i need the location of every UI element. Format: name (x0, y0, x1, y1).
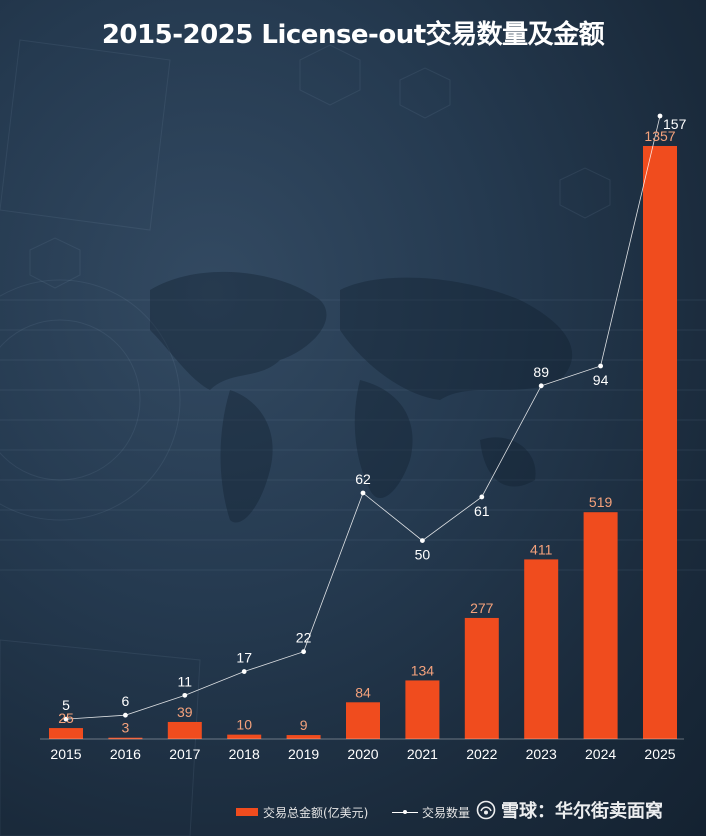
bar-2020 (346, 702, 380, 739)
x-tick-label-2016: 2016 (110, 746, 141, 762)
count-label-2016: 6 (122, 693, 130, 709)
legend-swatch-bar (236, 808, 258, 816)
x-tick-label-2023: 2023 (526, 746, 557, 762)
watermark-text: 雪球：华尔街卖面窝 (501, 801, 663, 822)
bar-2016 (108, 737, 143, 740)
count-label-2022: 61 (474, 503, 490, 519)
bar-label-2015: 25 (58, 710, 74, 726)
x-tick-label-2025: 2025 (644, 746, 675, 762)
count-label-2024: 94 (593, 372, 609, 388)
x-tick-label-2018: 2018 (229, 746, 260, 762)
count-point-2016 (123, 712, 128, 718)
bar-2018 (227, 734, 262, 739)
count-point-2018 (241, 669, 247, 674)
legend-item-count: 交易数量 (392, 803, 470, 821)
legend-item-amount: 交易总金额(亿美元) (236, 803, 368, 821)
bar-2022 (464, 617, 499, 739)
bar-2023 (524, 559, 559, 739)
bar-2024 (583, 512, 618, 739)
count-label-2025: 157 (663, 116, 687, 132)
bar-label-2017: 39 (177, 704, 193, 720)
x-tick-label-2022: 2022 (466, 746, 497, 762)
count-point-2023 (538, 383, 544, 389)
legend-swatch-line (392, 808, 418, 816)
bar-2019 (286, 735, 321, 739)
bar-label-2016: 3 (122, 720, 130, 736)
legend-label-count: 交易数量 (422, 805, 471, 820)
count-label-2020: 62 (355, 471, 371, 487)
count-point-2021 (420, 538, 425, 543)
bar-label-2020: 84 (355, 684, 371, 700)
bar-label-2025: 1357 (644, 128, 675, 144)
bar-label-2023: 411 (530, 541, 553, 557)
bar-2021 (405, 680, 440, 739)
snowball-logo-icon (476, 800, 496, 820)
bar-label-2018: 10 (236, 717, 252, 733)
bar-2017 (167, 721, 202, 739)
bar-label-2019: 9 (300, 717, 308, 733)
x-tick-label-2024: 2024 (585, 746, 616, 762)
count-label-2017: 11 (178, 673, 193, 689)
bar-label-2021: 134 (411, 662, 435, 678)
x-tick-label-2017: 2017 (169, 746, 200, 762)
count-point-2024 (598, 363, 603, 369)
x-tick-label-2019: 2019 (288, 746, 319, 762)
count-point-2015 (63, 716, 69, 722)
x-tick-label-2020: 2020 (347, 746, 378, 762)
bar-label-2024: 519 (589, 494, 613, 510)
count-label-2021: 50 (415, 547, 431, 563)
count-label-2015: 5 (62, 697, 70, 713)
count-point-2025 (657, 113, 663, 119)
x-tick-label-2015: 2015 (50, 746, 81, 762)
watermark: 雪球：华尔街卖面窝 (476, 797, 663, 823)
count-line (65, 115, 661, 720)
bar-2025 (643, 146, 677, 739)
count-point-2020 (360, 490, 366, 496)
count-label-2018: 17 (236, 650, 252, 666)
legend-label-amount: 交易总金额(亿美元) (263, 805, 369, 820)
x-tick-label-2021: 2021 (407, 746, 438, 762)
bar-label-2022: 277 (470, 600, 494, 616)
count-label-2023: 89 (533, 364, 549, 380)
count-point-2017 (182, 692, 188, 698)
bar-2015 (49, 728, 83, 739)
count-point-2022 (479, 494, 485, 500)
count-point-2019 (301, 649, 306, 655)
count-label-2019: 22 (296, 630, 312, 646)
chart-title: 2015-2025 License-out交易数量及金额 (101, 20, 605, 50)
